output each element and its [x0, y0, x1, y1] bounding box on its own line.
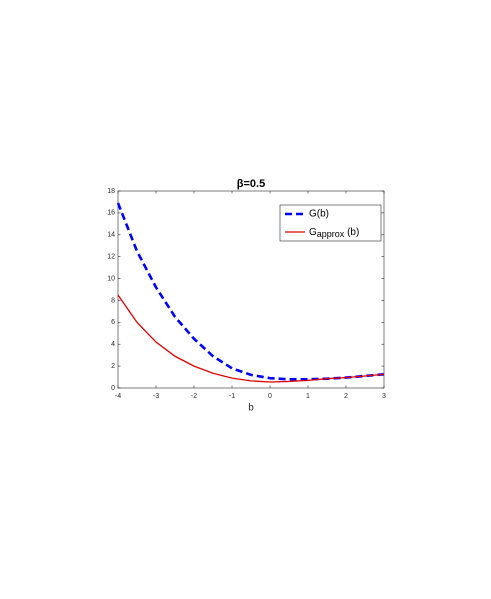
- y-tick-label: 4: [111, 341, 115, 348]
- legend-text: (b): [344, 227, 359, 238]
- x-tick-label: -3: [153, 393, 159, 400]
- legend-box: [279, 204, 382, 242]
- legend-label: Gapprox (b): [309, 227, 359, 240]
- y-tick-label: 16: [107, 210, 115, 217]
- x-tick-label: 0: [268, 393, 272, 400]
- x-tick-label: -1: [229, 393, 235, 400]
- y-tick-label: 2: [111, 363, 115, 370]
- x-tick-label: 1: [306, 393, 310, 400]
- legend-label: G(b): [309, 209, 329, 220]
- y-tick-label: 14: [107, 232, 115, 239]
- y-tick-label: 0: [111, 385, 115, 392]
- y-tick-label: 12: [107, 254, 115, 261]
- y-tick-label: 18: [107, 188, 115, 195]
- x-axis-label: b: [248, 403, 254, 414]
- x-tick-label: -4: [115, 393, 121, 400]
- chart-title: β=0.5: [237, 178, 265, 190]
- legend-text: G: [309, 227, 317, 238]
- series-line: [117, 294, 385, 383]
- x-tick-label: 2: [344, 393, 348, 400]
- y-tick-label: 8: [111, 297, 115, 304]
- x-tick-label: -2: [191, 393, 197, 400]
- plot-area: [117, 190, 385, 389]
- legend-subscript: approx: [317, 229, 345, 239]
- y-tick-label: 10: [107, 275, 115, 282]
- y-tick-label: 6: [111, 319, 115, 326]
- x-tick-label: 3: [382, 393, 386, 400]
